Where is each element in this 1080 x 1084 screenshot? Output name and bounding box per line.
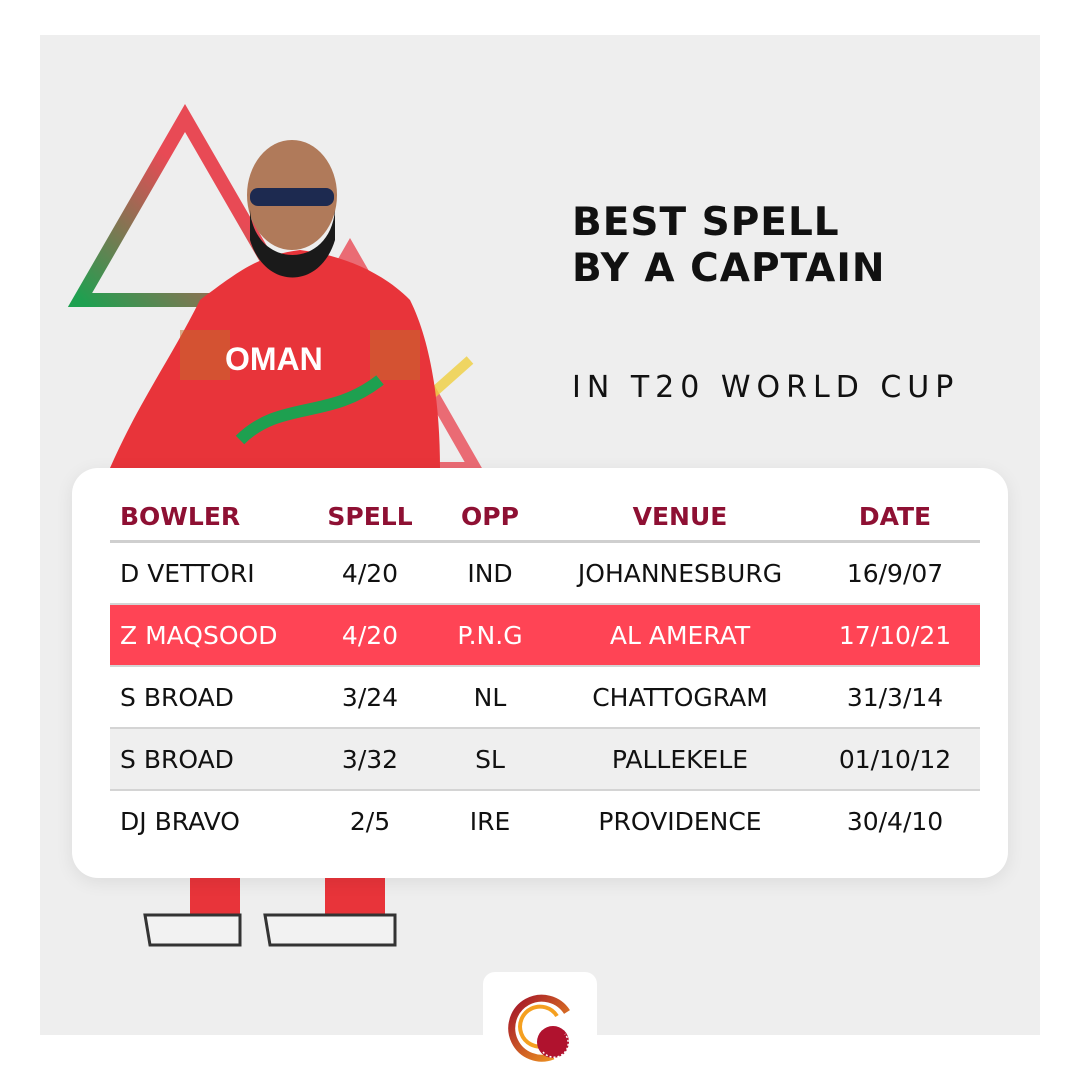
header-date: DATE (810, 492, 980, 543)
cell-spell: 2/5 (349, 806, 391, 836)
cell-opp: IND (430, 541, 550, 605)
cell-date: 01/10/12 (810, 728, 980, 791)
cell-opp: IRE (469, 806, 511, 836)
stats-card: BOWLER SPELL OPP VENUE DATE D VETTORI 4/2… (72, 468, 1008, 878)
cricket-ball-swirl-logo-icon (508, 994, 570, 1062)
header-spell: SPELL (310, 492, 430, 543)
jersey-text: OMAN (225, 341, 323, 377)
cell-opp: NL (430, 666, 550, 729)
title-line: BEST SPELL (572, 200, 840, 245)
header-opp: OPP (430, 492, 550, 543)
cell-opp: SL (430, 728, 550, 791)
table-row: Z MAQSOOD 4/20 P.N.G AL AMERAT 17/10/21 (110, 604, 980, 667)
cell-opp: P.N.G (430, 604, 550, 667)
cell-venue: PROVIDENCE (598, 806, 762, 836)
cell-spell: 4/20 (310, 604, 430, 667)
subtitle: IN T20 WORLD CUP (572, 370, 960, 405)
table-row: DJ BRAVO 2/5 IRE PROVIDENCE 30/4/10 (110, 790, 980, 851)
cell-spell: 4/20 (310, 541, 430, 605)
title-line: BY A CAPTAIN (572, 246, 886, 291)
cell-spell: 3/24 (310, 666, 430, 729)
table-header-row: BOWLER SPELL OPP VENUE DATE (110, 492, 980, 543)
triangle-decoration (67, 103, 303, 307)
header-venue: VENUE (550, 492, 810, 543)
stats-table: BOWLER SPELL OPP VENUE DATE D VETTORI 4/2… (110, 492, 980, 851)
cell-date: 31/3/14 (810, 666, 980, 729)
cell-venue: AL AMERAT (550, 604, 810, 667)
cell-venue: PALLEKELE (550, 728, 810, 791)
table-row: S BROAD 3/32 SL PALLEKELE 01/10/12 (110, 728, 980, 791)
cell-date: 16/9/07 (810, 541, 980, 605)
cell-bowler: Z MAQSOOD (110, 604, 310, 667)
cell-bowler: S BROAD (110, 728, 310, 791)
brand-logo (483, 972, 597, 1080)
cell-bowler: DJ BRAVO (120, 806, 240, 836)
header-bowler: BOWLER (110, 492, 310, 543)
cell-bowler: S BROAD (110, 666, 310, 729)
cell-bowler: D VETTORI (110, 541, 310, 605)
table-row: D VETTORI 4/20 IND JOHANNESBURG 16/9/07 (110, 541, 980, 605)
cell-venue: CHATTOGRAM (550, 666, 810, 729)
cell-spell: 3/32 (310, 728, 430, 791)
table-row: S BROAD 3/24 NL CHATTOGRAM 31/3/14 (110, 666, 980, 729)
cell-venue: JOHANNESBURG (550, 541, 810, 605)
cell-date: 17/10/21 (810, 604, 980, 667)
page-title: BEST SPELL BY A CAPTAIN (572, 200, 885, 292)
cell-date: 30/4/10 (846, 806, 944, 836)
